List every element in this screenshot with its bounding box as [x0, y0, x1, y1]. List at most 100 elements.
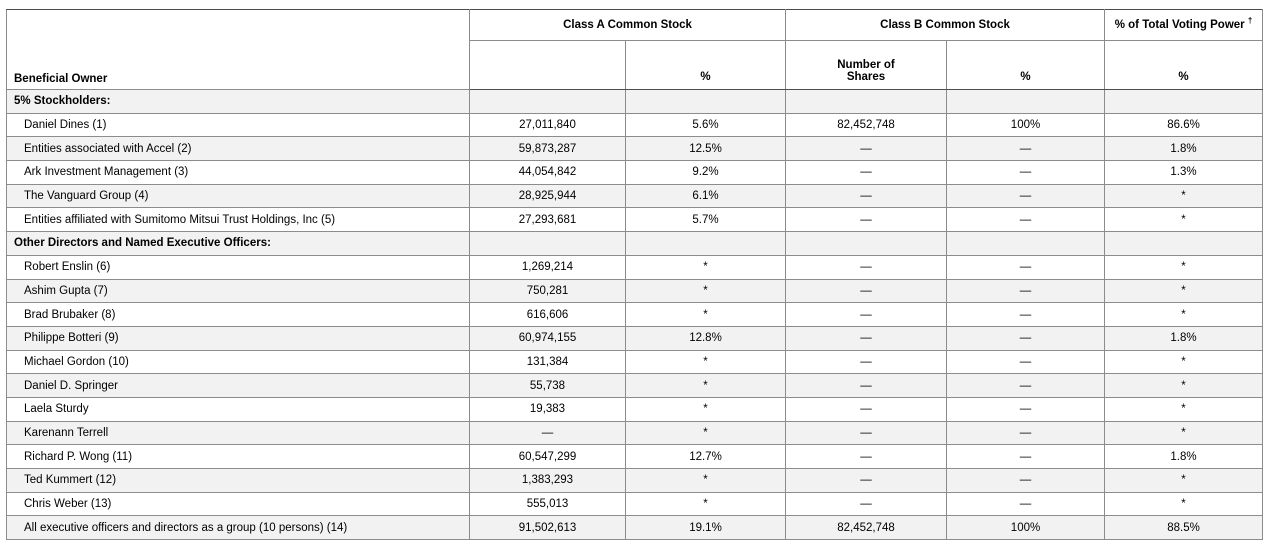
owner-cell: Entities associated with Accel (2)	[6, 136, 470, 162]
class-b-shares-cell: —	[785, 396, 947, 422]
sub-header-row: % Number of Shares % %	[7, 40, 1264, 90]
class-b-shares-cell: —	[785, 420, 947, 446]
table-row: Chris Weber (13) 555,013 * — — *	[6, 491, 1264, 517]
class-b-shares-subheader-line1: Number of	[837, 59, 895, 71]
class-a-percent-cell: 5.6%	[625, 112, 786, 138]
table-row: The Vanguard Group (4) 28,925,944 6.1% — — *	[6, 183, 1264, 209]
class-a-percent-cell: 5.7%	[625, 207, 786, 233]
owner-cell: Other Directors and Named Executive Offi…	[6, 231, 470, 256]
class-b-percent-cell	[945, 89, 1106, 114]
voting-percent-cell: 86.6%	[1104, 112, 1264, 138]
class-b-shares-subheader-line2: Shares	[846, 71, 886, 83]
table-row: Robert Enslin (6) 1,269,214 * — — *	[6, 254, 1264, 280]
owner-cell: Karenann Terrell	[6, 420, 470, 446]
table-body: 5% Stockholders: Daniel Dines (1) 27,011,8…	[6, 89, 1264, 541]
owner-cell: Ted Kummert (12)	[6, 468, 470, 493]
class-b-shares-cell: —	[785, 183, 947, 209]
owner-cell: Laela Sturdy	[6, 396, 470, 422]
class-b-shares-cell: —	[785, 491, 947, 517]
voting-percent-subheader: %	[1104, 40, 1264, 90]
class-a-percent-cell: *	[625, 302, 786, 327]
class-a-percent-subheader: %	[625, 40, 786, 90]
voting-percent-cell	[1104, 231, 1264, 256]
class-b-shares-cell: —	[785, 325, 947, 351]
owner-cell: Ark Investment Management (3)	[6, 160, 470, 185]
class-a-shares-cell: 55,738	[469, 373, 626, 398]
table-header: Beneficial Owner Class A Common Stock Cl…	[6, 9, 1264, 90]
table-row: Richard P. Wong (11) 60,547,299 12.7% — —1.8…	[6, 444, 1264, 469]
class-a-shares-cell: 28,925,944	[469, 183, 626, 209]
table-row: Philippe Botteri (9) 60,974,155 12.8% — —1.8…	[6, 325, 1264, 351]
class-b-percent-cell: 100%	[945, 112, 1106, 138]
class-a-shares-cell: 1,383,293	[469, 468, 626, 493]
class-a-percent-cell: *	[625, 373, 786, 398]
voting-power-label: % of Total Voting Power	[1114, 19, 1245, 31]
class-b-shares-cell: 82,452,748	[785, 112, 947, 138]
voting-percent-cell: *	[1104, 396, 1264, 422]
voting-percent-cell	[1104, 89, 1264, 114]
class-b-percent-cell	[945, 231, 1106, 256]
class-a-shares-cell: 59,873,287	[469, 136, 626, 162]
class-b-percent-cell: —	[945, 207, 1106, 233]
class-a-shares-cell	[469, 89, 626, 114]
class-a-percent-cell: 12.5%	[625, 136, 786, 162]
class-a-percent-cell: *	[625, 254, 786, 280]
voting-percent-cell: *	[1104, 349, 1264, 375]
owner-cell: Entities affiliated with Sumitomo Mitsui…	[6, 207, 470, 233]
class-b-percent-cell: —	[945, 278, 1106, 304]
class-a-shares-cell: 27,011,840	[469, 112, 626, 138]
class-a-percent-cell	[625, 231, 786, 256]
class-b-shares-cell: —	[785, 278, 947, 304]
class-a-percent-cell: *	[625, 491, 786, 517]
class-b-shares-cell: —	[785, 444, 947, 469]
class-b-shares-cell: —	[785, 373, 947, 398]
voting-percent-cell: *	[1104, 302, 1264, 327]
class-a-percent-cell: *	[625, 468, 786, 493]
owner-cell: Richard P. Wong (11)	[6, 444, 470, 469]
voting-percent-cell: *	[1104, 373, 1264, 398]
class-a-percent-cell: 9.2%	[625, 160, 786, 185]
class-a-percent-cell: *	[625, 396, 786, 422]
class-b-group-header: Class B Common Stock	[784, 9, 1106, 41]
table-row: Michael Gordon (10) 131,384 * — — *	[6, 349, 1264, 375]
class-a-shares-cell	[469, 231, 626, 256]
owner-cell: All executive officers and directors as …	[6, 515, 470, 541]
class-a-shares-cell: —	[469, 420, 626, 446]
class-a-percent-cell	[625, 89, 786, 114]
class-b-shares-subheader: Number of Shares	[785, 40, 947, 90]
dagger-footnote-mark: †	[1247, 16, 1253, 26]
class-b-percent-cell: —	[945, 444, 1106, 469]
class-b-shares-cell: —	[785, 254, 947, 280]
table-row: 5% Stockholders:	[6, 89, 1264, 114]
group-header-row: Beneficial Owner Class A Common Stock Cl…	[6, 9, 1264, 90]
table-row: Laela Sturdy 19,383 * — — *	[6, 396, 1264, 422]
voting-percent-cell: 1.3%	[1104, 160, 1264, 185]
table-row: Daniel Dines (1) 27,011,840 5.6% 82,452,748…	[6, 112, 1264, 138]
owner-cell: Robert Enslin (6)	[6, 254, 470, 280]
class-b-shares-cell	[785, 89, 947, 114]
class-a-percent-cell: *	[625, 420, 786, 446]
owner-cell: Brad Brubaker (8)	[6, 302, 470, 327]
table-row: Other Directors and Named Executive Offi…	[6, 231, 1264, 256]
class-a-percent-cell: 6.1%	[625, 183, 786, 209]
class-b-percent-cell: —	[945, 349, 1106, 375]
owner-cell: The Vanguard Group (4)	[6, 183, 470, 209]
class-b-percent-cell: —	[945, 160, 1106, 185]
voting-percent-cell: *	[1104, 420, 1264, 446]
class-a-shares-cell: 1,269,214	[469, 254, 626, 280]
table-row: Entities associated with Accel (2) 59,873…	[6, 136, 1264, 162]
class-a-shares-subheader	[469, 40, 626, 90]
class-b-shares-cell: —	[785, 349, 947, 375]
class-b-percent-cell: —	[945, 491, 1106, 517]
owner-cell: 5% Stockholders:	[6, 89, 470, 114]
table-row: Entities affiliated with Sumitomo Mitsui…	[6, 207, 1264, 233]
voting-percent-cell: *	[1104, 183, 1264, 209]
voting-percent-cell: *	[1104, 491, 1264, 517]
class-b-shares-cell: —	[785, 207, 947, 233]
class-a-percent-cell: 19.1%	[625, 515, 786, 541]
class-a-shares-cell: 131,384	[469, 349, 626, 375]
class-b-percent-cell: —	[945, 254, 1106, 280]
owner-cell: Philippe Botteri (9)	[6, 325, 470, 351]
class-b-percent-cell: —	[945, 325, 1106, 351]
voting-percent-cell: 1.8%	[1104, 325, 1264, 351]
